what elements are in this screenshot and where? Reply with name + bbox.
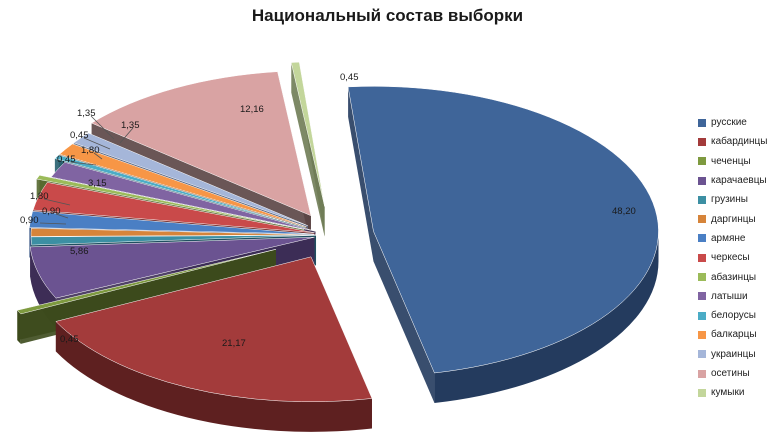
pie-slice-3 xyxy=(16,249,276,315)
legend-swatch xyxy=(698,350,706,359)
data-label-13: 1,35 xyxy=(77,108,96,119)
pie-slice-13 xyxy=(73,132,308,226)
leader-line-11 xyxy=(83,137,111,150)
pie-slice-1-wall xyxy=(373,231,435,403)
legend: русские кабардинцы чеченцы карачаевцы грузин… xyxy=(698,113,767,402)
legend-item-6: даргинцы xyxy=(698,209,767,228)
data-label-5: 0,90 xyxy=(20,215,39,226)
pie-slice-1-wall xyxy=(348,86,374,262)
legend-label: армяне xyxy=(711,232,746,244)
data-label-3: 0,45 xyxy=(60,334,79,345)
data-label-1: 48,20 xyxy=(612,206,636,217)
legend-label: кабардинцы xyxy=(711,136,768,148)
leader-line-9 xyxy=(69,161,97,166)
pie-slice-2 xyxy=(55,256,373,403)
leader-line-5 xyxy=(39,222,67,225)
legend-swatch xyxy=(698,369,706,378)
legend-item-15: кумыки xyxy=(698,383,767,402)
legend-swatch xyxy=(698,195,706,204)
legend-item-4: карачаевцы xyxy=(698,171,767,190)
legend-label: осетины xyxy=(711,368,750,379)
leader-line-7 xyxy=(43,198,71,206)
data-label-4: 5,86 xyxy=(70,246,89,257)
pie-slice-8 xyxy=(32,182,315,234)
legend-label: кумыки xyxy=(711,387,745,399)
legend-swatch xyxy=(698,330,706,339)
legend-label: даргинцы xyxy=(711,213,756,225)
data-label-11: 0,45 xyxy=(70,130,89,141)
data-label-6: 0,90 xyxy=(42,206,61,217)
legend-item-1: русские xyxy=(698,113,767,132)
legend-item-2: кабардинцы xyxy=(698,132,767,151)
pie-slice-5 xyxy=(30,235,317,246)
legend-swatch xyxy=(698,311,706,320)
legend-item-8: черкесы xyxy=(698,248,767,267)
pie-slice-9 xyxy=(36,174,304,230)
pie-slice-2-side xyxy=(55,321,372,432)
legend-label: грузины xyxy=(711,194,748,206)
data-label-8: 3,15 xyxy=(88,178,107,189)
pie-slice-10 xyxy=(50,162,316,232)
legend-swatch xyxy=(698,253,706,262)
legend-label: карачаевцы xyxy=(711,175,767,187)
data-label-12: 1,35 xyxy=(121,120,140,131)
legend-swatch xyxy=(698,215,706,224)
legend-label: черкесы xyxy=(711,252,750,264)
legend-swatch xyxy=(698,118,706,127)
legend-item-7: армяне xyxy=(698,229,767,248)
legend-item-9: абазинцы xyxy=(698,267,767,286)
legend-swatch xyxy=(698,388,706,397)
legend-label: чеченцы xyxy=(711,155,751,167)
legend-swatch xyxy=(698,234,706,243)
pie-slice-1-side xyxy=(434,231,659,403)
data-label-15: 0,45 xyxy=(340,72,359,83)
pie-slice-6 xyxy=(30,228,317,237)
legend-label: украинцы xyxy=(711,348,756,360)
legend-swatch xyxy=(698,157,706,166)
data-label-10: 1,80 xyxy=(81,145,100,156)
legend-item-14: осетины xyxy=(698,364,767,383)
chart-title: Национальный состав выборки xyxy=(251,6,524,25)
data-label-9: 0,45 xyxy=(57,154,76,165)
pie-slice-15-wall xyxy=(291,62,325,237)
legend-swatch xyxy=(698,273,706,282)
pie-slice-14 xyxy=(91,71,312,217)
data-label-7: 1,80 xyxy=(30,191,49,202)
pie-slice-15 xyxy=(290,61,325,207)
data-label-14: 12,16 xyxy=(240,104,264,115)
legend-label: абазинцы xyxy=(711,271,757,283)
legend-item-11: белорусы xyxy=(698,306,767,325)
legend-label: балкарцы xyxy=(711,329,757,341)
pie-slice-11 xyxy=(54,154,306,228)
legend-item-3: чеченцы xyxy=(698,152,767,171)
legend-swatch xyxy=(698,176,706,185)
legend-item-10: латыши xyxy=(698,287,767,306)
legend-label: русские xyxy=(711,117,747,129)
pie-slice-1 xyxy=(347,86,659,374)
leader-line-12 xyxy=(119,127,134,144)
legend-label: латыши xyxy=(711,290,748,302)
legend-item-12: балкарцы xyxy=(698,325,767,344)
leader-line-6 xyxy=(55,213,69,219)
legend-item-13: украинцы xyxy=(698,345,767,364)
leader-line-13 xyxy=(90,115,115,140)
pie-slice-12 xyxy=(59,143,307,227)
pie-slice-4 xyxy=(29,236,315,299)
leader-line-10 xyxy=(93,152,103,160)
legend-item-5: грузины xyxy=(698,190,767,209)
legend-swatch xyxy=(698,137,706,146)
data-label-2: 21,17 xyxy=(222,338,246,349)
legend-swatch xyxy=(698,292,706,301)
pie-slice-7 xyxy=(29,211,315,235)
legend-label: белорусы xyxy=(711,310,756,322)
